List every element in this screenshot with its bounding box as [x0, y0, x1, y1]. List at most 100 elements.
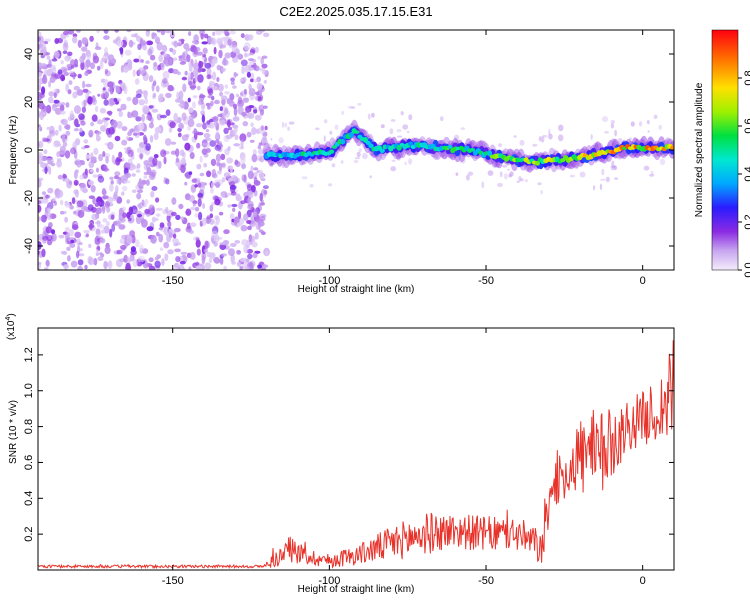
- noise-speckle: [224, 84, 228, 89]
- noise-speckle: [88, 180, 94, 186]
- faint-speckle: [301, 176, 308, 180]
- noise-speckle: [84, 70, 89, 76]
- noise-speckle: [172, 57, 178, 61]
- noise-speckle: [44, 166, 48, 175]
- noise-speckle: [114, 171, 121, 177]
- noise-speckle: [246, 131, 252, 138]
- noise-speckle: [197, 192, 203, 198]
- noise-speckle: [122, 206, 126, 212]
- noise-speckle: [42, 239, 47, 244]
- noise-speckle: [99, 107, 106, 114]
- noise-speckle: [234, 134, 239, 141]
- noise-speckle: [203, 163, 208, 168]
- faint-speckle: [638, 121, 643, 127]
- noise-speckle: [178, 122, 184, 129]
- noise-speckle: [117, 108, 122, 112]
- snr-y-scale-prefix: (x10: [6, 320, 17, 340]
- noise-speckle: [213, 99, 220, 105]
- noise-speckle: [100, 253, 105, 258]
- noise-speckle: [127, 149, 134, 158]
- colorbar-tick-label: 0.6: [743, 118, 750, 133]
- noise-speckle: [248, 52, 254, 56]
- noise-speckle: [241, 65, 245, 75]
- noise-speckle: [138, 202, 142, 210]
- snr-x-axis-title: Height of straight line (km): [298, 584, 415, 595]
- noise-speckle: [47, 187, 54, 194]
- noise-speckle: [53, 92, 57, 99]
- noise-speckle: [116, 121, 123, 129]
- noise-speckle: [89, 169, 94, 173]
- noise-speckle: [79, 174, 84, 180]
- snr-y-ticks: 0.2 0.4 0.6 0.8 1.0 1.2: [23, 347, 674, 542]
- ridge-core: [670, 145, 674, 151]
- noise-speckle: [38, 200, 42, 204]
- noise-speckle: [247, 225, 252, 231]
- noise-speckle: [138, 178, 142, 186]
- noise-speckle: [48, 80, 52, 88]
- noise-speckle: [172, 233, 177, 239]
- faint-speckle: [513, 135, 517, 138]
- noise-speckle: [137, 255, 145, 263]
- noise-speckle: [233, 177, 241, 184]
- noise-speckle: [144, 208, 151, 214]
- noise-speckle: [47, 239, 53, 246]
- noise-speckle: [137, 262, 143, 267]
- noise-speckle: [71, 197, 76, 205]
- noise-speckle: [61, 134, 66, 143]
- noise-speckle: [220, 67, 226, 73]
- faint-speckle: [408, 114, 413, 121]
- noise-speckle: [200, 33, 204, 40]
- noise-speckle: [259, 192, 263, 202]
- noise-speckle: [211, 58, 218, 64]
- noise-speckle: [215, 181, 221, 189]
- noise-speckle: [38, 140, 44, 149]
- noise-speckle: [135, 239, 140, 248]
- noise-speckle: [227, 204, 232, 208]
- faint-speckle: [406, 130, 410, 134]
- noise-speckle: [156, 113, 162, 121]
- noise-speckle: [38, 31, 42, 37]
- noise-speckle: [194, 184, 198, 188]
- noise-speckle: [247, 253, 253, 260]
- noise-speckle: [227, 146, 231, 151]
- noise-speckle: [211, 230, 218, 239]
- noise-speckle: [43, 69, 50, 76]
- noise-speckle: [196, 132, 204, 136]
- noise-speckle: [114, 135, 121, 142]
- noise-speckle: [42, 191, 46, 196]
- noise-speckle: [242, 121, 249, 127]
- noise-speckle: [128, 217, 132, 222]
- noise-speckle: [104, 153, 110, 159]
- spectrogram-panel: -150 -100 -50 0 -40 -20 0 20 40 Height of strai…: [8, 29, 675, 295]
- snr-x-tick-label: -100: [318, 575, 340, 587]
- noise-speckle: [38, 216, 42, 222]
- noise-speckle: [256, 82, 263, 91]
- noise-speckle: [223, 127, 229, 134]
- noise-speckle: [67, 66, 72, 71]
- noise-speckle: [206, 218, 212, 223]
- noise-speckle: [219, 91, 223, 97]
- noise-speckle: [242, 97, 250, 103]
- noise-speckle: [56, 151, 60, 158]
- noise-speckle: [46, 55, 51, 60]
- noise-speckle: [227, 126, 233, 131]
- noise-speckle: [58, 124, 62, 132]
- noise-speckle: [123, 254, 129, 263]
- noise-speckle: [73, 128, 79, 132]
- noise-speckle: [95, 228, 101, 235]
- noise-speckle: [106, 221, 110, 227]
- noise-speckle: [81, 37, 89, 45]
- noise-speckle: [165, 109, 171, 116]
- faint-speckle: [408, 158, 413, 165]
- noise-speckle: [106, 205, 111, 213]
- noise-speckle: [234, 159, 239, 165]
- noise-speckle: [230, 81, 235, 85]
- faint-speckle: [341, 110, 344, 115]
- faint-speckle: [329, 130, 333, 135]
- noise-speckle: [122, 185, 128, 192]
- faint-speckle: [605, 176, 610, 183]
- noise-speckle: [95, 131, 102, 135]
- noise-speckle: [202, 122, 207, 130]
- noise-speckle: [229, 165, 234, 173]
- noise-speckle: [221, 193, 226, 199]
